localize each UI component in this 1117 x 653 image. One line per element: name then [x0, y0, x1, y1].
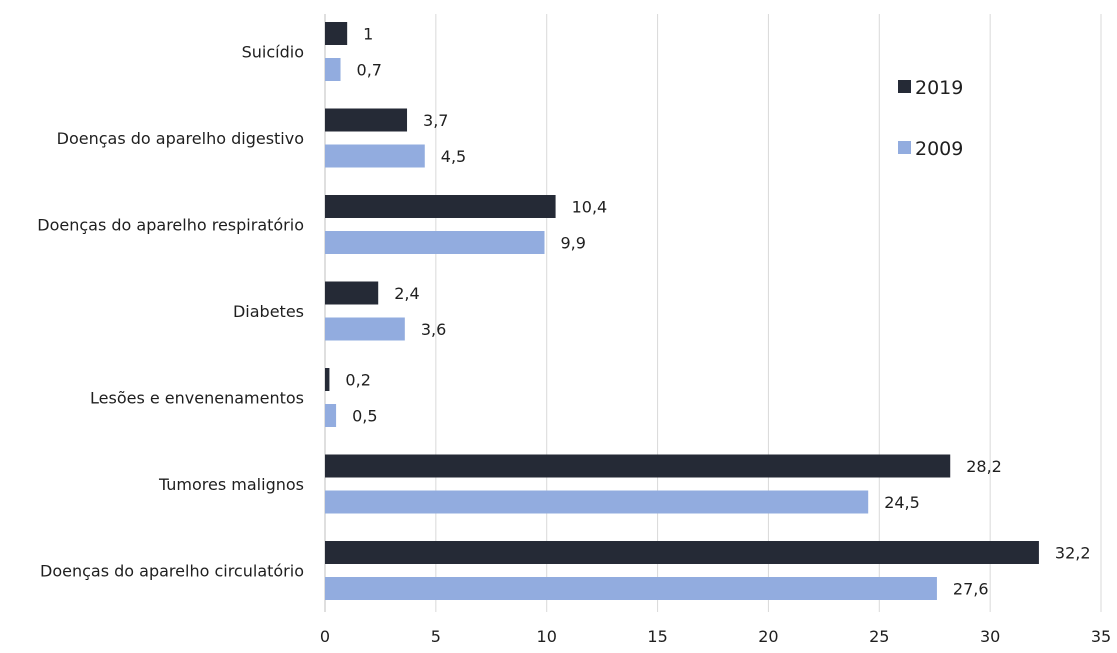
bar-2019 [325, 454, 951, 478]
legend: 2019 2009 [898, 77, 963, 160]
data-label: 32,2 [1055, 544, 1091, 563]
category-label: Doenças do aparelho respiratório [37, 216, 304, 235]
x-tick-label: 5 [431, 627, 441, 646]
data-label: 1 [363, 25, 373, 44]
category-label: Suicídio [242, 43, 304, 62]
bar-2019 [325, 108, 408, 132]
data-label: 3,6 [421, 320, 446, 339]
legend-swatch-2019 [898, 80, 911, 93]
data-label: 0,7 [357, 61, 382, 80]
data-label: 4,5 [441, 147, 466, 166]
legend-label: 2019 [915, 77, 963, 99]
x-tick-label: 20 [758, 627, 778, 646]
category-label: Doenças do aparelho digestivo [57, 129, 304, 148]
bar-2009 [325, 58, 341, 81]
labels: 1 0,7 3,7 4,5 10,4 9,9 2,43,6 0,2 0,5 28,2 24,5 32,… [345, 25, 1090, 599]
x-tick-label: 15 [647, 627, 667, 646]
category-label: Lesões e envenenamentos [90, 389, 304, 408]
bar-2009 [325, 144, 425, 168]
bar-2009 [325, 231, 545, 254]
x-tick-label: 25 [869, 627, 889, 646]
data-label: 28,2 [966, 457, 1002, 476]
bar-2019 [325, 541, 1039, 564]
bar-2019 [325, 22, 348, 45]
legend-swatch-2009 [898, 141, 911, 154]
bar-2009 [325, 404, 337, 427]
data-label: 10,4 [572, 198, 608, 217]
bar-2019 [325, 281, 379, 305]
bar-2009 [325, 490, 869, 514]
category-label: Diabetes [233, 302, 304, 321]
data-label: 0,5 [352, 407, 377, 426]
data-label: 27,6 [953, 580, 989, 599]
bar-2009 [325, 317, 405, 341]
bar-2019 [325, 195, 556, 218]
data-label: 2,4 [394, 284, 419, 303]
legend-label: 2009 [915, 138, 963, 160]
category-label: Tumores malignos [158, 475, 304, 494]
x-tick-label: 10 [537, 627, 557, 646]
x-tick-label: 0 [320, 627, 330, 646]
gridlines [324, 14, 1102, 612]
data-label: 9,9 [560, 234, 585, 253]
x-tick-label: 35 [1091, 627, 1111, 646]
axes: 0 5 10 15 20 25 30 35 Suicídio Doenças do aparelh… [37, 43, 1111, 647]
category-label: Doenças do aparelho circulatório [40, 562, 304, 581]
data-label: 24,5 [884, 493, 920, 512]
x-tick-label: 30 [980, 627, 1000, 646]
data-label: 3,7 [423, 111, 448, 130]
bar-2009 [325, 577, 937, 600]
data-label: 0,2 [345, 371, 370, 390]
bars [325, 22, 1039, 600]
bar-2019 [325, 368, 330, 391]
